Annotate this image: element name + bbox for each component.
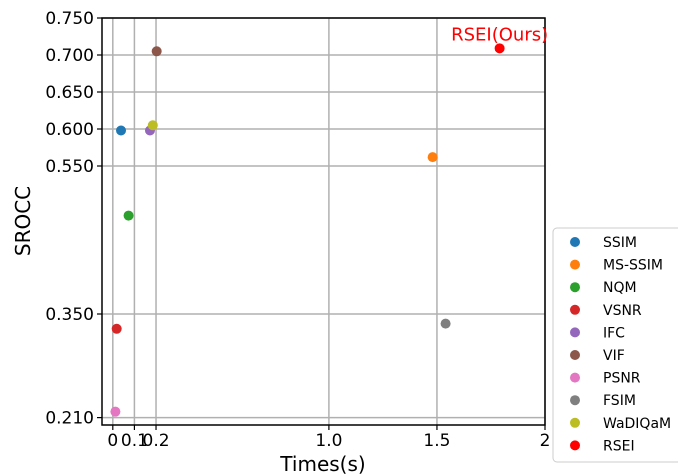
legend-label: IFC xyxy=(603,325,625,341)
y-tick-label: 0.350 xyxy=(45,305,94,325)
x-tick-label: 0.2 xyxy=(143,431,170,451)
legend-marker xyxy=(570,259,580,270)
legend-label: SSIM xyxy=(603,235,637,251)
data-point-ms-ssim xyxy=(427,152,438,163)
x-tick-label: 0.1 xyxy=(121,431,148,451)
y-tick-label: 0.550 xyxy=(45,157,94,177)
annotation-label: RSEI(Ours) xyxy=(451,24,548,45)
data-point-vsnr xyxy=(111,323,122,334)
y-tick-label: 0.210 xyxy=(45,409,94,429)
legend-box xyxy=(552,227,678,463)
data-point-nqm xyxy=(123,210,134,221)
legend-label: NQM xyxy=(603,280,637,296)
y-tick-label: 0.700 xyxy=(45,46,94,66)
legend-label: RSEI xyxy=(603,438,635,454)
legend-label: MS-SSIM xyxy=(603,258,663,274)
legend-marker xyxy=(570,327,580,338)
annotations: RSEI(Ours) xyxy=(451,24,548,45)
legend-label: FSIM xyxy=(603,393,636,409)
data-points xyxy=(110,43,505,417)
legend-label: WaDIQaM xyxy=(603,416,671,432)
legend-marker xyxy=(570,237,580,247)
legend-marker xyxy=(570,350,580,360)
legend-marker xyxy=(570,282,580,293)
legend-label: VIF xyxy=(603,348,625,364)
data-point-vif xyxy=(151,46,162,57)
y-tick-label: 0.600 xyxy=(45,120,94,140)
data-point-fsim xyxy=(440,318,451,329)
legend-marker xyxy=(570,440,580,451)
data-point-psnr xyxy=(110,406,121,417)
data-point-rsei xyxy=(494,43,505,54)
legend-label: PSNR xyxy=(603,371,641,387)
plot-area-frame xyxy=(101,17,546,426)
data-point-ssim xyxy=(116,125,127,136)
data-point-wadiqam xyxy=(147,120,158,131)
axis-ticks: 0 0.10.2 1.0 1.5 2 0.210 0.350 0.550 0.600 0.650 0… xyxy=(45,9,550,451)
grid-lines xyxy=(102,17,546,425)
legend-marker xyxy=(570,304,580,315)
legend-marker xyxy=(570,372,580,383)
y-tick-label: 0.650 xyxy=(45,83,94,103)
y-tick-label: 0.750 xyxy=(45,9,94,29)
y-axis-title: SROCC xyxy=(11,186,35,256)
legend: SSIM MS-SSIM NQM VSNR IFC VIF PSNR FSIM WaDIQaM R… xyxy=(552,227,678,463)
x-axis-title: Times(s) xyxy=(279,452,365,475)
x-tick-label: 0 xyxy=(107,431,118,451)
x-tick-label: 2 xyxy=(540,431,551,451)
legend-marker xyxy=(570,417,580,428)
x-tick-label: 1.0 xyxy=(315,431,342,451)
legend-marker xyxy=(570,395,580,406)
legend-label: VSNR xyxy=(603,303,642,319)
x-tick-label: 1.5 xyxy=(423,431,450,451)
